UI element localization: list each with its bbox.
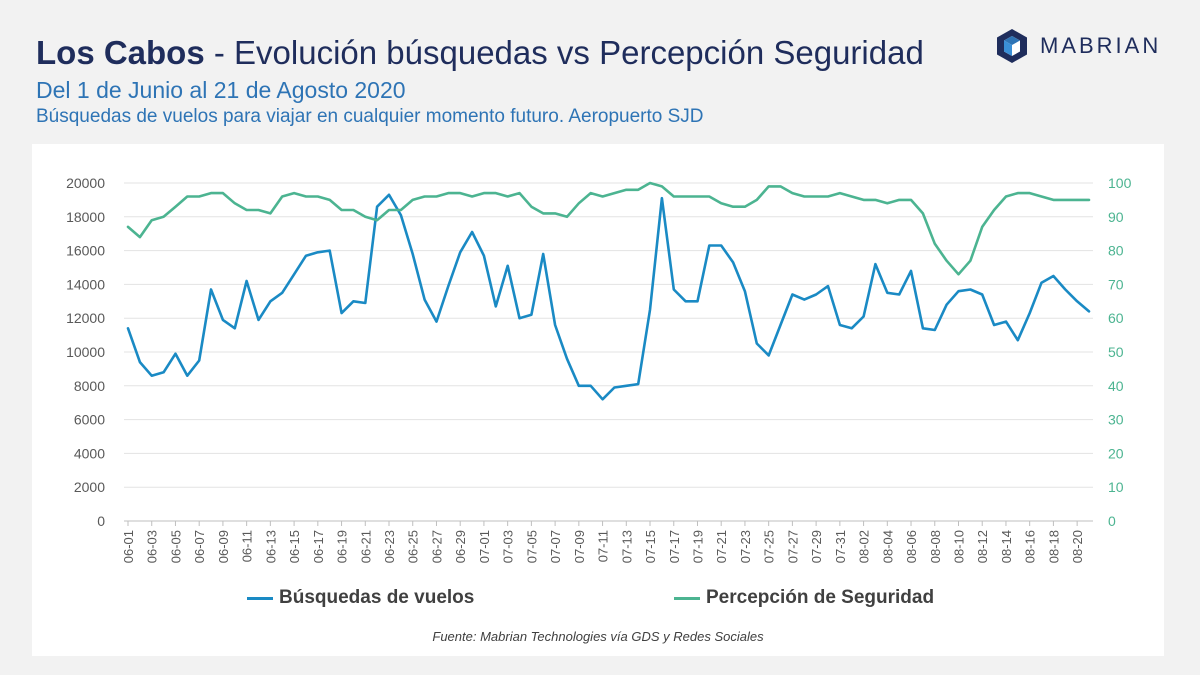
x-tick-label: 07-23	[738, 530, 753, 563]
chart-panel: 0 2000 4000 6000 8000 10000 12000 14000 16000 180…	[32, 144, 1164, 656]
x-tick-label: 06-07	[192, 530, 207, 563]
logo-wordmark: MABRIAN	[1040, 33, 1162, 58]
x-tick-label: 08-10	[951, 530, 966, 563]
x-tick-label: 07-13	[619, 530, 634, 563]
title-rest: - Evolución búsquedas vs Percepción Segu…	[213, 34, 924, 71]
y-right-tick-label: 30	[1108, 412, 1124, 428]
line-chart: 0 2000 4000 6000 8000 10000 12000 14000 16000 180…	[66, 175, 1132, 563]
x-tick-label: 06-27	[429, 530, 444, 563]
x-tick-label: 07-29	[809, 530, 824, 563]
x-tick-label: 07-07	[548, 530, 563, 563]
y-right-tick-label: 50	[1108, 344, 1124, 360]
y-left-tick-label: 20000	[66, 175, 105, 191]
x-tick-label: 06-13	[263, 530, 278, 563]
y-left-tick-label: 12000	[66, 310, 105, 326]
y-left-tick-label: 2000	[74, 479, 105, 495]
x-tick-label: 06-15	[287, 530, 302, 563]
x-tick-label: 06-19	[335, 530, 350, 563]
y-right-tick-label: 80	[1108, 243, 1124, 259]
x-tick-label: 08-04	[880, 530, 895, 563]
x-tick-label: 07-25	[762, 530, 777, 563]
x-tick-label: 06-09	[216, 530, 231, 563]
mabrian-logo: MABRIAN	[994, 28, 1161, 64]
x-tick-label: 07-15	[643, 530, 658, 563]
legend-label-busquedas: Búsquedas de vuelos	[279, 587, 475, 608]
legend-label-seguridad: Percepción de Seguridad	[706, 587, 935, 608]
y-right-tick-label: 20	[1108, 445, 1124, 461]
x-tick-label: 06-05	[168, 530, 183, 563]
legend-swatch-seguridad	[674, 596, 700, 600]
y-right-tick-label: 0	[1108, 513, 1116, 529]
x-tick-label: 08-20	[1070, 530, 1085, 563]
x-tick-label: 08-14	[999, 530, 1014, 563]
x-tick-label: 08-06	[904, 530, 919, 563]
series-line-seguridad	[126, 181, 1091, 276]
y-right-tick-label: 90	[1108, 209, 1124, 225]
x-tick-label: 06-29	[453, 530, 468, 563]
legend-item-busquedas: Búsquedas de vuelos	[247, 587, 474, 609]
y-left-tick-label: 16000	[66, 243, 105, 259]
legend-swatch-busquedas	[247, 596, 273, 600]
y-left-tick-label: 8000	[74, 378, 105, 394]
y-right-tick-label: 70	[1108, 276, 1124, 292]
y-right-tick-label: 40	[1108, 378, 1124, 394]
x-tick-label: 06-25	[406, 530, 421, 563]
title-location: Los Cabos	[36, 34, 205, 71]
x-tick-label: 08-08	[928, 530, 943, 563]
x-tick-label: 07-21	[714, 530, 729, 563]
y-right-tick-label: 10	[1108, 479, 1124, 495]
x-tick-label: 07-03	[501, 530, 516, 563]
x-tick-label: 08-02	[857, 530, 872, 563]
x-tick-label: 08-18	[1046, 530, 1061, 563]
y-left-tick-label: 18000	[66, 209, 105, 225]
y-left-tick-label: 14000	[66, 276, 105, 292]
source-note: Fuente: Mabrian Technologies vía GDS y R…	[432, 629, 764, 644]
y-left-tick-label: 6000	[74, 412, 105, 428]
date-range-subtitle: Del 1 de Junio al 21 de Agosto 2020	[36, 77, 406, 103]
y-left-tick-label: 10000	[66, 344, 105, 360]
page-title: Los Cabos - Evolución búsquedas vs Perce…	[36, 34, 924, 72]
x-tick-label: 06-03	[145, 530, 160, 563]
x-tick-label: 06-01	[121, 530, 136, 563]
x-tick-label: 07-01	[477, 530, 492, 563]
x-tick-label: 06-17	[311, 530, 326, 563]
x-tick-label: 08-12	[975, 530, 990, 563]
x-tick-label: 07-17	[667, 530, 682, 563]
x-tick-label: 07-19	[690, 530, 705, 563]
y-left-tick-label: 0	[97, 513, 105, 529]
y-right-tick-label: 60	[1108, 310, 1124, 326]
x-tick-label: 07-05	[524, 530, 539, 563]
y-left-tick-label: 4000	[74, 445, 105, 461]
mabrian-logo-icon	[997, 29, 1027, 63]
series-line-busquedas	[126, 193, 1091, 401]
x-tick-label: 06-21	[358, 530, 373, 563]
x-tick-label: 07-27	[785, 530, 800, 563]
x-tick-label: 07-11	[596, 530, 611, 562]
x-tick-label: 07-09	[572, 530, 587, 563]
x-tick-label: 08-16	[1023, 530, 1038, 563]
y-right-tick-label: 100	[1108, 175, 1132, 191]
x-tick-label: 06-23	[382, 530, 397, 563]
x-tick-label: 07-31	[833, 530, 848, 563]
x-tick-label: 06-11	[240, 530, 255, 562]
description-subtitle: Búsquedas de vuelos para viajar en cualq…	[36, 106, 704, 127]
legend-item-seguridad: Percepción de Seguridad	[674, 587, 934, 609]
